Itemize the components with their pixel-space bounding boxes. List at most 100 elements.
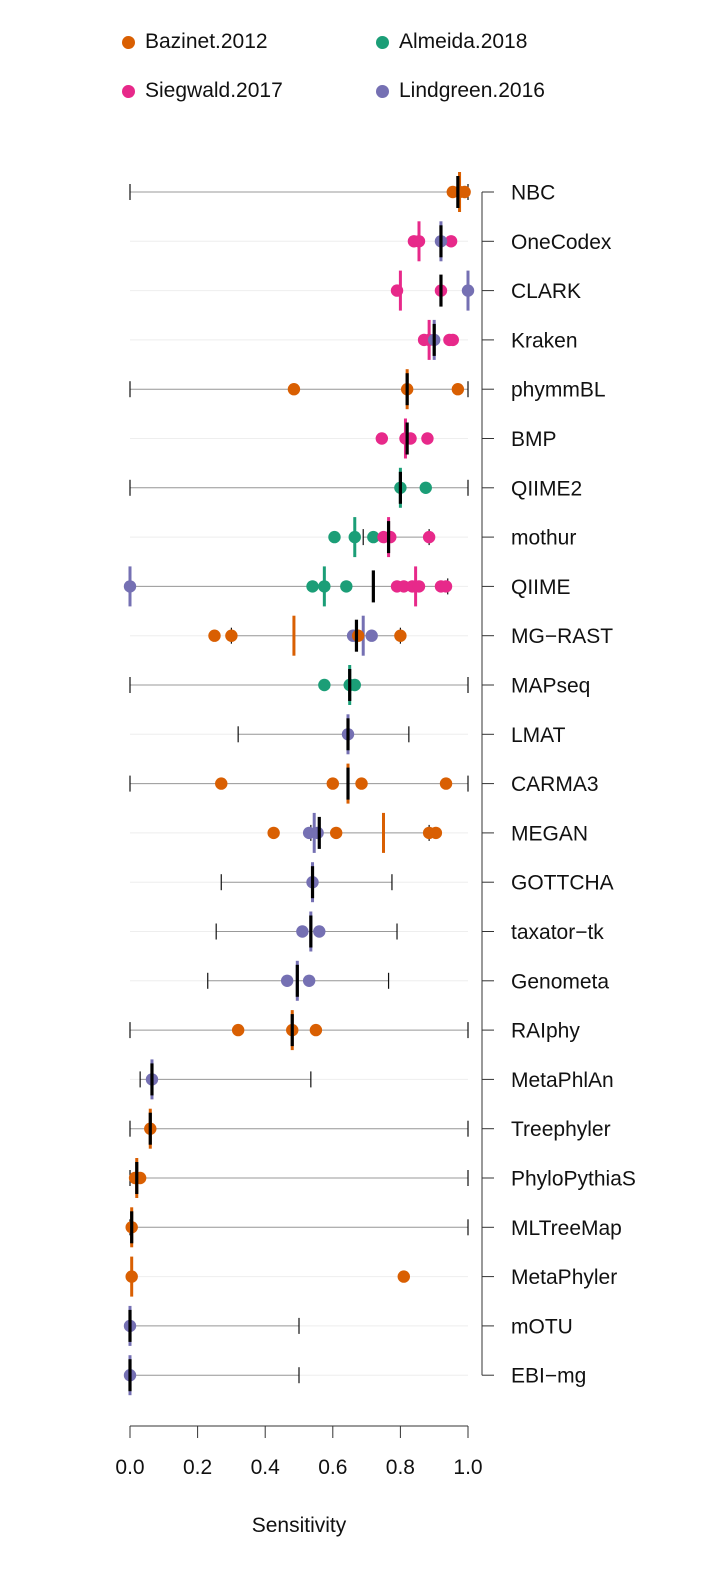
legend-marker xyxy=(122,35,135,49)
data-point xyxy=(318,580,331,593)
tool-row: PhyloPythiaS xyxy=(128,1158,636,1198)
tool-label: MAPseq xyxy=(511,675,590,698)
x-axis-label: Sensitivity xyxy=(252,1514,347,1537)
data-point xyxy=(367,530,380,544)
data-point xyxy=(422,530,436,544)
tool-row: mOTU xyxy=(123,1305,573,1346)
tool-row: MLTreeMap xyxy=(125,1207,622,1248)
data-point xyxy=(412,580,426,593)
tool-row: CARMA3 xyxy=(129,763,599,804)
tool-row: NBC xyxy=(129,172,555,212)
tool-row: Genometa xyxy=(130,960,609,1001)
data-point xyxy=(397,1270,410,1283)
data-point xyxy=(384,530,397,544)
tool-row: mothur xyxy=(130,517,576,558)
data-point xyxy=(296,925,309,938)
data-point xyxy=(287,383,301,396)
data-point xyxy=(280,974,294,987)
tool-label: CARMA3 xyxy=(511,773,599,796)
tool-row: QIIME2 xyxy=(129,467,582,508)
x-tick-label: 0.8 xyxy=(386,1456,415,1479)
legend-label: Almeida.2018 xyxy=(399,30,528,53)
data-point xyxy=(231,1023,245,1037)
legend: Bazinet.2012 Almeida.2018 Siegwald.2017 … xyxy=(0,0,720,130)
data-point xyxy=(394,629,407,642)
data-point xyxy=(125,1270,138,1283)
data-point xyxy=(329,826,343,840)
x-tick-label: 1.0 xyxy=(453,1456,482,1479)
legend-item-lindgreen: Lindgreen.2016 xyxy=(376,79,545,103)
legend-marker xyxy=(376,84,389,98)
tool-row: RAIphy xyxy=(129,1010,580,1051)
tool-label: CLARK xyxy=(511,280,581,303)
data-point xyxy=(302,974,316,987)
legend-item-siegwald: Siegwald.2017 xyxy=(122,79,283,103)
x-tick-label: 0.2 xyxy=(183,1456,212,1479)
tool-label: Treephyler xyxy=(511,1118,611,1141)
legend-item-almeida: Almeida.2018 xyxy=(376,30,527,54)
tool-label: QIIME xyxy=(511,576,571,599)
x-tick-label: 0.0 xyxy=(115,1456,144,1479)
tool-label: OneCodex xyxy=(511,231,612,254)
data-point xyxy=(461,284,475,297)
data-point xyxy=(215,777,228,790)
data-point xyxy=(444,235,458,248)
tool-row: MetaPhyler xyxy=(125,1256,617,1297)
tool-row: CLARK xyxy=(130,270,581,311)
tool-label: mothur xyxy=(511,527,576,550)
data-point xyxy=(439,580,453,593)
data-point xyxy=(412,235,426,248)
data-point xyxy=(419,481,432,494)
data-point xyxy=(340,580,353,593)
tool-label: MLTreeMap xyxy=(511,1217,622,1240)
tool-label: Genometa xyxy=(511,970,609,993)
data-point xyxy=(421,432,434,445)
tool-row: Treephyler xyxy=(129,1108,611,1149)
legend-item-bazinet: Bazinet.2012 xyxy=(122,30,268,54)
data-point xyxy=(355,777,368,790)
tool-label: MEGAN xyxy=(511,822,588,845)
tool-row: MetaPhlAn xyxy=(130,1059,614,1100)
legend-marker xyxy=(376,35,389,49)
data-point xyxy=(326,777,339,790)
tool-row: MAPseq xyxy=(129,665,590,705)
data-point xyxy=(208,629,221,642)
data-point xyxy=(351,629,365,642)
data-point xyxy=(225,629,238,642)
data-point xyxy=(375,432,389,445)
tool-row: QIIME xyxy=(123,566,571,607)
data-point xyxy=(328,530,341,544)
x-tick-label: 0.6 xyxy=(318,1456,347,1479)
data-point xyxy=(313,925,326,938)
legend-label: Siegwald.2017 xyxy=(145,79,283,102)
tool-label: mOTU xyxy=(511,1315,573,1338)
tool-label: RAIphy xyxy=(511,1020,580,1043)
tool-label: LMAT xyxy=(511,724,566,747)
data-point xyxy=(123,580,137,593)
tool-label: EBI−mg xyxy=(511,1365,586,1388)
tool-row: MEGAN xyxy=(130,812,588,853)
x-tick-label: 0.4 xyxy=(251,1456,281,1479)
tool-label: taxator−tk xyxy=(511,921,604,944)
tool-label: GOTTCHA xyxy=(511,872,614,895)
tool-label: MG−RAST xyxy=(511,625,613,648)
tool-label: MetaPhlAn xyxy=(511,1069,614,1092)
tool-row: Kraken xyxy=(130,319,578,360)
tool-row: BMP xyxy=(130,418,557,459)
tool-label: Kraken xyxy=(511,329,578,352)
tool-row: OneCodex xyxy=(130,221,612,262)
tool-row: MG−RAST xyxy=(130,615,613,656)
data-point xyxy=(348,678,361,692)
tool-row: LMAT xyxy=(130,714,566,755)
data-point xyxy=(309,1023,323,1037)
legend-marker xyxy=(122,84,135,98)
tool-row: EBI−mg xyxy=(123,1355,586,1396)
legend-label: Bazinet.2012 xyxy=(145,30,268,53)
data-point xyxy=(458,185,471,199)
tool-label: NBC xyxy=(511,182,555,205)
tool-label: PhyloPythiaS xyxy=(511,1168,636,1191)
data-point xyxy=(311,826,324,840)
tool-label: BMP xyxy=(511,428,557,451)
data-point xyxy=(365,629,378,642)
